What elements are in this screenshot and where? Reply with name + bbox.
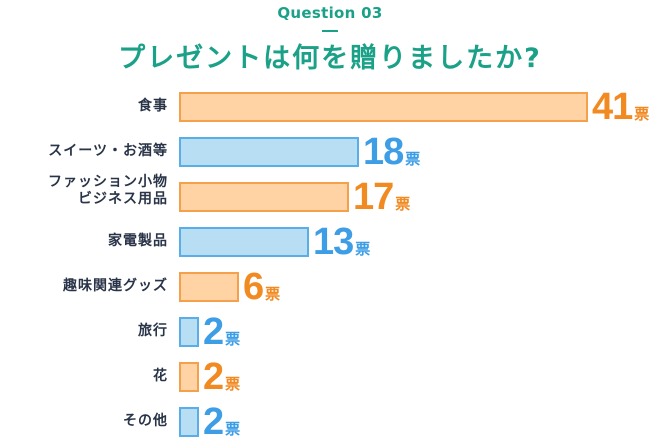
bar xyxy=(179,137,359,167)
category-label: ファッション小物 ビジネス用品 xyxy=(48,174,168,207)
question-label: Question 03 xyxy=(277,4,383,22)
bar xyxy=(179,227,309,257)
value-label: 17 票 xyxy=(353,176,411,218)
value-label: 41 票 xyxy=(592,86,650,128)
chart-title: プレゼントは何を贈りましたか? xyxy=(118,43,542,74)
bar-row-fashion: ファッション小物 ビジネス用品 17 票 xyxy=(0,174,660,218)
bar xyxy=(179,317,199,347)
bar-row-food: 食事 41 票 xyxy=(0,86,660,128)
value-label: 13 票 xyxy=(313,221,371,263)
bar-row-appliances: 家電製品 13 票 xyxy=(0,221,660,263)
bar xyxy=(179,407,199,437)
bar-row-sweets: スイーツ・お酒等 18 票 xyxy=(0,131,660,173)
bar xyxy=(179,92,588,122)
bar xyxy=(179,272,239,302)
bar xyxy=(179,362,199,392)
bar xyxy=(179,182,349,212)
value-label: 18 票 xyxy=(363,131,421,173)
category-label: 食事 xyxy=(138,98,168,114)
category-label: 旅行 xyxy=(138,323,168,339)
category-label: スイーツ・お酒等 xyxy=(48,143,168,159)
category-label: 趣味関連グッズ xyxy=(63,278,168,294)
category-label: その他 xyxy=(123,413,168,429)
category-label: 家電製品 xyxy=(108,233,168,249)
category-label: 花 xyxy=(153,368,168,384)
title-divider xyxy=(322,30,338,32)
